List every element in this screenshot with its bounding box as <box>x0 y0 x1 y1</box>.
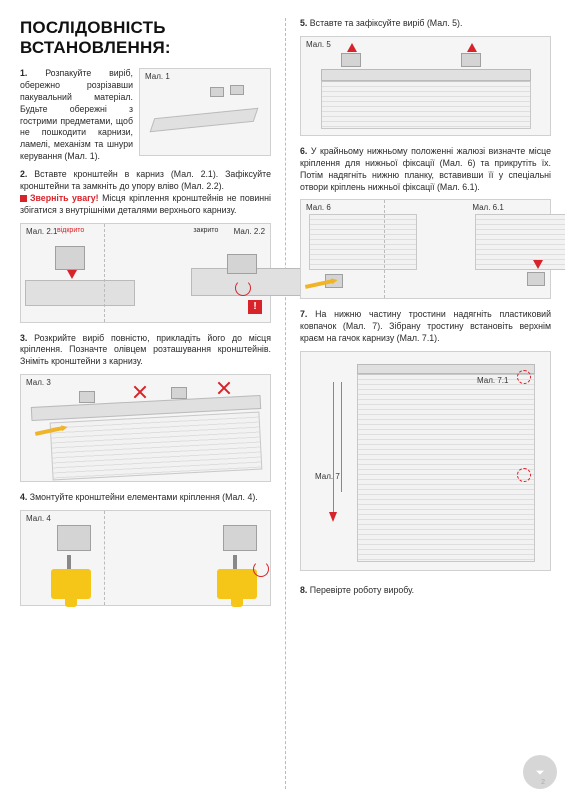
figure-3: Мал. 3 <box>20 374 271 482</box>
figure-1: Мал. 1 <box>139 68 271 156</box>
bracket-shape <box>461 53 481 67</box>
x-icon <box>217 381 231 395</box>
step-body: У крайньому нижньому положенні жалюзі ви… <box>300 146 551 192</box>
figure-label: Мал. 1 <box>145 72 170 81</box>
step-body: Перевірте роботу виробу. <box>310 585 414 595</box>
figure-label: Мал. 5 <box>306 40 331 49</box>
figure-4-right <box>187 511 270 605</box>
split-divider <box>384 200 468 298</box>
step-5: 5. Вставте та зафіксуйте виріб (Мал. 5). <box>300 18 551 30</box>
figure-label: Мал. 4 <box>26 514 51 523</box>
column-divider <box>285 18 286 789</box>
rail-shape <box>321 69 531 81</box>
figure-6: Мал. 6 Мал. 6.1 <box>300 199 551 299</box>
rail-shape <box>150 108 259 132</box>
rail-shape <box>357 364 535 374</box>
open-label: відкрито <box>57 227 84 234</box>
callout-circle <box>517 468 531 482</box>
figure-5: Мал. 5 <box>300 36 551 136</box>
right-column: 5. Вставте та зафіксуйте виріб (Мал. 5).… <box>300 18 551 789</box>
figure-label: Мал. 2.1 <box>26 227 57 236</box>
step-4: 4. Змонтуйте кронштейни елементами кріпл… <box>20 492 271 504</box>
bracket-shape <box>55 246 85 270</box>
figure-2: Мал. 2.1 відкрито Мал. 2.2 закрито ! <box>20 223 271 323</box>
arrow-icon <box>67 270 77 279</box>
step-num: 2. <box>20 169 27 179</box>
callout-circle <box>517 370 531 384</box>
step-num: 1. <box>20 68 27 78</box>
step-6: 6. У крайньому нижньому положенні жалюзі… <box>300 146 551 194</box>
figure-2-1: Мал. 2.1 відкрито <box>21 224 104 322</box>
bracket-shape <box>223 525 257 551</box>
figure-label: Мал. 7 <box>315 472 340 481</box>
slats-shape <box>50 412 263 481</box>
step-3: 3. Розкрийте виріб повністю, прикладіть … <box>20 333 271 369</box>
step-body: Розкрийте виріб повністю, прикладіть йог… <box>20 333 271 367</box>
bracket-shape <box>57 525 91 551</box>
slats-shape <box>475 214 565 270</box>
page-title: ПОСЛІДОВНІСТЬ ВСТАНОВЛЕННЯ: <box>20 18 271 58</box>
step-body: Вставте та зафіксуйте виріб (Мал. 5). <box>310 18 463 28</box>
figure-7: Мал. 7 Мал. 7.1 <box>300 351 551 571</box>
figure-4: Мал. 4 <box>20 510 271 606</box>
slats-shape <box>357 374 535 562</box>
warning-icon <box>20 195 27 202</box>
warning-label: Зверніть увагу! <box>30 193 99 203</box>
step-num: 3. <box>20 333 27 343</box>
close-label: закрито <box>193 227 218 234</box>
figure-label: Мал. 6.1 <box>472 203 503 212</box>
figure-label: Мал. 3 <box>26 378 51 387</box>
cord-shape <box>341 382 342 492</box>
step-1: 1. Розпакуйте виріб, обережно розрізавши… <box>20 68 271 169</box>
bracket-shape <box>171 387 187 399</box>
step-num: 8. <box>300 585 307 595</box>
rotate-icon <box>235 280 251 296</box>
next-page-button[interactable] <box>523 755 557 789</box>
step-8: 8. Перевірте роботу виробу. <box>300 585 551 597</box>
split-divider <box>104 511 188 605</box>
step-body: Вставте кронштейн в карниз (Мал. 2.1). З… <box>20 169 271 191</box>
bracket-shape <box>230 85 244 95</box>
step-body: Розпакуйте виріб, обережно розрізавши па… <box>20 68 133 161</box>
figure-6-right: Мал. 6.1 <box>467 200 550 298</box>
x-icon <box>133 385 147 399</box>
figure-label: Мал. 2.2 <box>234 227 265 236</box>
figure-label: Мал. 7.1 <box>477 376 508 385</box>
step-7: 7. На нижню частину тростини надягніть п… <box>300 309 551 345</box>
page-container: ПОСЛІДОВНІСТЬ ВСТАНОВЛЕННЯ: 1. Розпакуйт… <box>0 0 565 799</box>
step-num: 6. <box>300 146 307 156</box>
step-num: 4. <box>20 492 27 502</box>
alert-icon: ! <box>248 300 262 314</box>
rotate-icon <box>253 561 269 577</box>
bracket-shape <box>341 53 361 67</box>
figure-6-left: Мал. 6 <box>301 200 384 298</box>
figure-label: Мал. 6 <box>306 203 331 212</box>
cord-shape <box>333 382 334 512</box>
slats-shape <box>321 81 531 129</box>
arrow-icon <box>347 43 357 52</box>
drill-handle <box>231 595 243 607</box>
bracket-shape <box>527 272 545 286</box>
bracket-shape <box>227 254 257 274</box>
step-2: 2. Вставте кронштейн в карниз (Мал. 2.1)… <box>20 169 271 217</box>
bracket-shape <box>79 391 95 403</box>
step-num: 5. <box>300 18 307 28</box>
drill-handle <box>65 595 77 607</box>
step-1-text: 1. Розпакуйте виріб, обережно розрізавши… <box>20 68 133 163</box>
step-body: Змонтуйте кронштейни елементами кріпленн… <box>30 492 258 502</box>
tassel-icon <box>329 512 337 522</box>
arrow-icon <box>533 260 543 269</box>
step-body: На нижню частину тростини надягніть плас… <box>300 309 551 343</box>
left-column: ПОСЛІДОВНІСТЬ ВСТАНОВЛЕННЯ: 1. Розпакуйт… <box>20 18 271 789</box>
bracket-shape <box>210 87 224 97</box>
arrow-icon <box>467 43 477 52</box>
split-divider <box>104 224 188 322</box>
figure-4-left: Мал. 4 <box>21 511 104 605</box>
figure-2-2: Мал. 2.2 закрито ! <box>187 224 270 322</box>
step-num: 7. <box>300 309 307 319</box>
arrow-down-icon <box>532 764 548 780</box>
